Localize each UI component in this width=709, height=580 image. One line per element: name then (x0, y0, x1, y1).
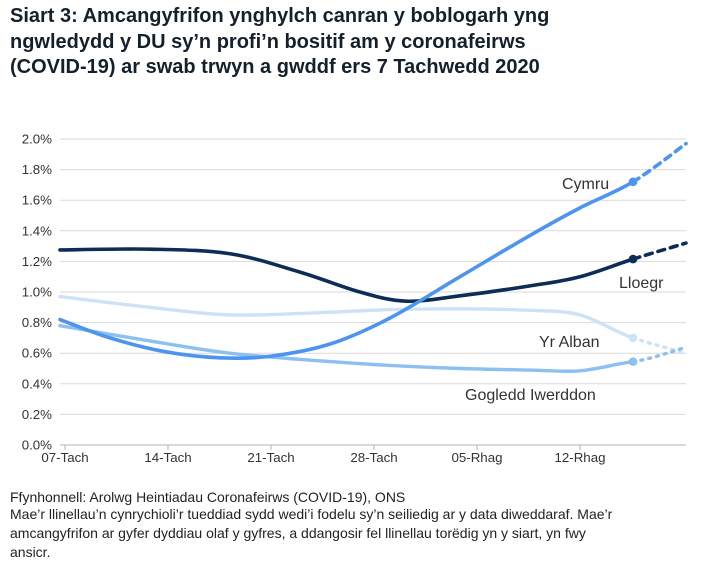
svg-text:Yr Alban: Yr Alban (539, 334, 599, 351)
svg-text:07-Tach: 07-Tach (41, 450, 88, 465)
svg-text:1.8%: 1.8% (22, 162, 52, 177)
svg-text:28-Tach: 28-Tach (350, 450, 397, 465)
svg-text:Cymru: Cymru (562, 176, 609, 193)
svg-text:2.0%: 2.0% (22, 132, 52, 147)
svg-text:12-Rhag: 12-Rhag (554, 450, 605, 465)
svg-text:1.6%: 1.6% (22, 193, 52, 208)
svg-text:Lloegr: Lloegr (619, 275, 664, 292)
svg-text:0.4%: 0.4% (22, 376, 52, 391)
svg-text:0.8%: 0.8% (22, 315, 52, 330)
svg-text:1.2%: 1.2% (22, 254, 52, 269)
svg-text:14-Tach: 14-Tach (144, 450, 191, 465)
svg-text:0.6%: 0.6% (22, 346, 52, 361)
svg-text:1.4%: 1.4% (22, 223, 52, 238)
svg-text:Gogledd Iwerddon: Gogledd Iwerddon (465, 387, 596, 404)
svg-text:0.2%: 0.2% (22, 407, 52, 422)
svg-text:05-Rhag: 05-Rhag (451, 450, 502, 465)
svg-text:1.0%: 1.0% (22, 285, 52, 300)
svg-text:21-Tach: 21-Tach (247, 450, 294, 465)
